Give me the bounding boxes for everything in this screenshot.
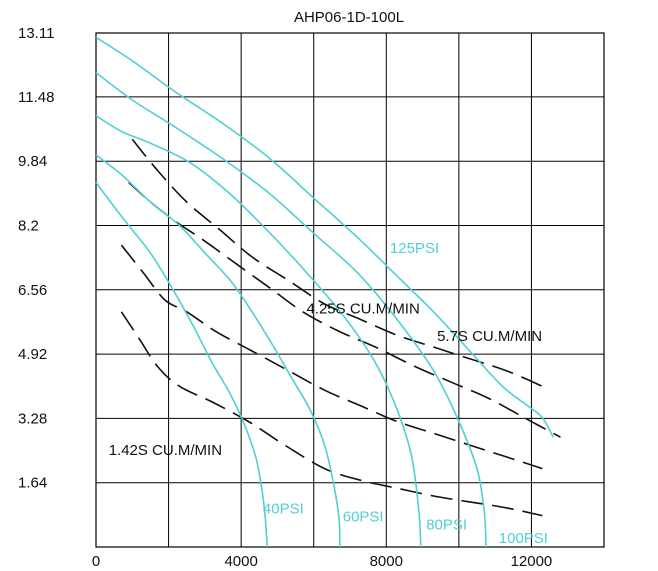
x-axis: 0 4000 8000 12000 (92, 553, 552, 570)
plot-area (95, 36, 561, 548)
pressure-curve-60psi (95, 154, 341, 548)
y-tick-label: 9.84 (18, 153, 47, 170)
y-tick-label: 1.64 (18, 475, 47, 492)
curve-label: 40PSI (263, 501, 304, 518)
y-tick-label: 13.11 (18, 25, 54, 42)
curve-label: 125PSI (390, 240, 439, 257)
annotations: 125PSI 4.25S CU.M/MIN 5.7S CU.M/MIN 1.42S C… (109, 240, 548, 547)
flow-curve-1-42s-cu-m-min (120, 311, 543, 517)
y-tick-label: 3.28 (18, 410, 47, 427)
pressure-curve-100psi (95, 71, 487, 548)
y-tick-label: 8.2 (18, 218, 39, 235)
curve-label: 4.25S CU.M/MIN (306, 301, 419, 318)
y-tick-label: 6.56 (18, 282, 47, 299)
y-tick-label: 4.92 (18, 346, 47, 363)
curve-label: 80PSI (426, 516, 467, 533)
grid (95, 32, 605, 548)
pressure-curve-80psi (95, 115, 422, 548)
y-axis: 1.64 3.28 4.92 6.56 8.2 9.84 11.48 13.11 (18, 25, 54, 492)
x-tick-label: 12000 (511, 553, 553, 570)
curve-label: 100PSI (499, 530, 548, 547)
x-tick-label: 8000 (370, 553, 403, 570)
flow-curve-5-7s-cu-m-min (131, 138, 543, 388)
y-tick-label: 11.48 (18, 89, 54, 106)
curve-label: 60PSI (343, 509, 384, 526)
pressure-curve-125psi (95, 36, 554, 438)
x-tick-label: 4000 (224, 553, 257, 570)
chart-title: AHP06-1D-100L (294, 9, 404, 26)
curve-label: 1.42S CU.M/MIN (109, 442, 222, 459)
x-tick-label: 0 (92, 553, 100, 570)
flow-curve-series-2 (120, 244, 543, 470)
pressure-curve-40psi (95, 181, 269, 548)
curve-label: 5.7S CU.M/MIN (437, 328, 542, 345)
